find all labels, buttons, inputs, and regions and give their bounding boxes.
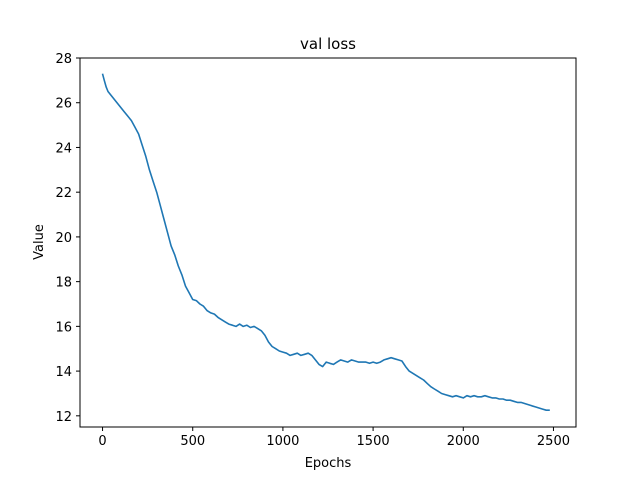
y-tick-label: 20 bbox=[55, 231, 72, 246]
x-tick-label: 2500 bbox=[537, 434, 570, 449]
y-tick-label: 28 bbox=[55, 52, 72, 67]
x-tick-label: 0 bbox=[98, 434, 106, 449]
plot-frame bbox=[79, 57, 577, 428]
x-axis-label: Epochs bbox=[305, 456, 352, 471]
y-axis-label: Value bbox=[32, 224, 47, 260]
y-tick-label: 24 bbox=[55, 141, 72, 156]
x-tick-label: 1000 bbox=[266, 434, 299, 449]
x-tick-label: 2000 bbox=[447, 434, 480, 449]
y-tick-label: 22 bbox=[55, 186, 72, 201]
y-tick-label: 14 bbox=[55, 365, 72, 380]
chart-title: val loss bbox=[300, 35, 356, 53]
y-tick-label: 26 bbox=[55, 97, 72, 112]
y-tick-label: 12 bbox=[55, 410, 72, 425]
x-tick-label: 500 bbox=[180, 434, 205, 449]
y-tick-label: 16 bbox=[55, 320, 72, 335]
x-tick-label: 1500 bbox=[357, 434, 390, 449]
y-tick-label: 18 bbox=[55, 276, 72, 291]
series-line-0 bbox=[101, 73, 550, 412]
